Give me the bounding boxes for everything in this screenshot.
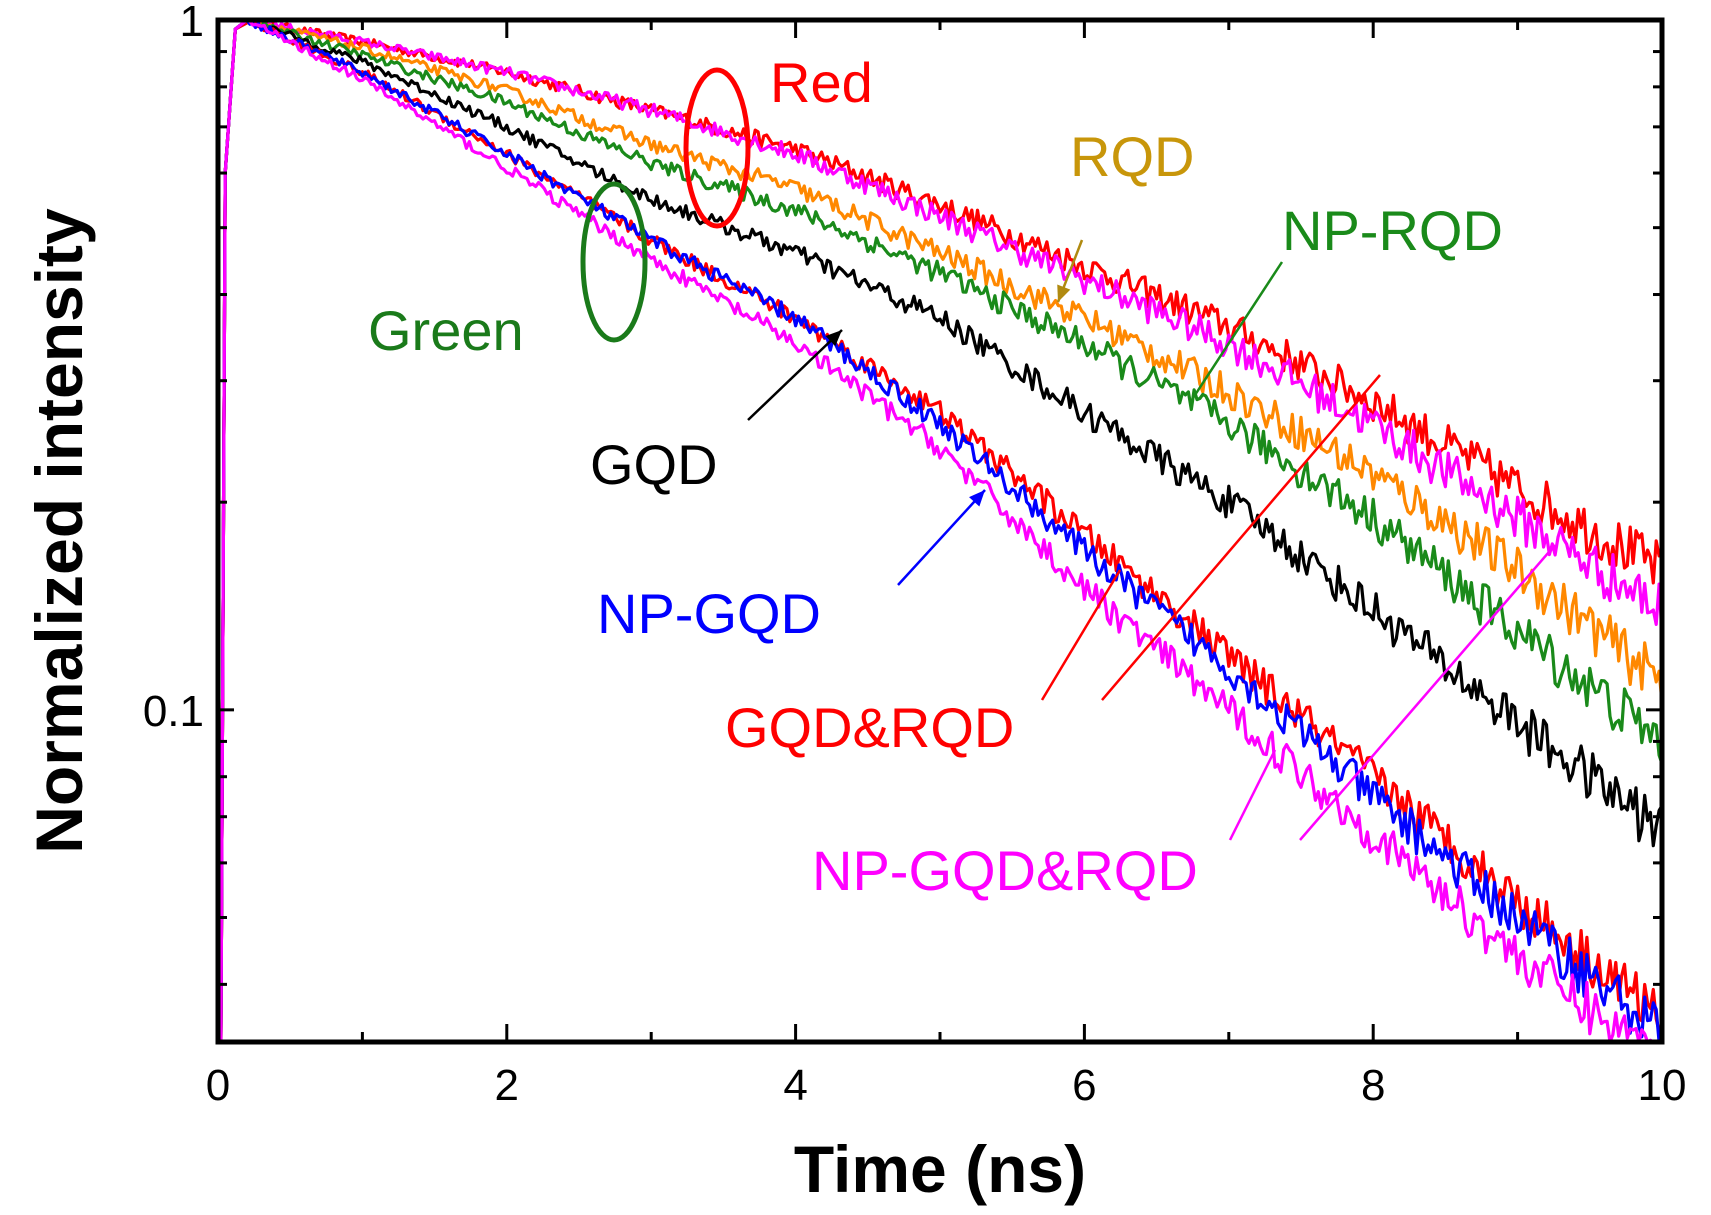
x-tick-label: 8: [1361, 1061, 1385, 1110]
x-tick-label: 2: [495, 1061, 519, 1110]
x-tick-label: 4: [783, 1061, 807, 1110]
series-line-rqd: [219, 18, 1664, 1043]
annotation-np-rqd: NP-RQD: [1282, 199, 1503, 262]
gqd-rqd-leader-1: [1040, 569, 1122, 701]
gqd-rqd-leader-2: [1101, 374, 1381, 701]
red-group-ellipse: [683, 67, 751, 229]
annotation-gqd-rqd: GQD&RQD: [725, 696, 1014, 759]
series-layer: [219, 18, 1664, 1044]
text-layer: Time (ns) Normalized intensity: [22, 208, 1086, 1206]
x-axis-title: Time (ns): [794, 1132, 1086, 1206]
x-tick-label: 6: [1072, 1061, 1096, 1110]
y-tick-label: 1: [180, 0, 204, 46]
annotation-green: Green: [368, 299, 524, 362]
y-tick-label: 0.1: [143, 687, 204, 736]
series-line-red-magenta-: [219, 18, 1664, 1043]
annotation-gqd: GQD: [590, 433, 718, 496]
green-group-ellipse: [580, 181, 648, 343]
series-line-np-gqd: [219, 18, 1662, 1044]
np-gqd-leader: [897, 489, 986, 586]
series-line-gqd: [219, 18, 1664, 1043]
annotation-rqd: RQD: [1070, 125, 1194, 188]
np-gqd-rqd-leader-1: [1228, 749, 1277, 841]
annotation-red: Red: [770, 51, 873, 114]
annotation-np-gqd-rqd: NP-GQD&RQD: [812, 839, 1198, 902]
x-tick-label: 10: [1638, 1061, 1687, 1110]
np-gqd-leader-arrowhead: [969, 490, 985, 507]
curve-annotations: Red RQD NP-RQD Green GQD NP-GQD GQD&RQD NP-GQD&…: [368, 51, 1503, 902]
np-gqd-rqd-leader-2: [1299, 544, 1556, 841]
series-line-np-rqd: [219, 19, 1664, 1043]
annotation-np-gqd: NP-GQD: [597, 582, 821, 645]
y-axis-title: Normalized intensity: [22, 208, 96, 854]
rqd-leader-arrowhead: [1057, 284, 1071, 302]
annotation-leaders: [580, 67, 1556, 841]
gqd-leader: [747, 329, 843, 421]
np-rqd-leader: [1193, 261, 1284, 396]
series-line-np-gqd-rqd: [219, 18, 1662, 1044]
series-line-gqd-rqd: [219, 18, 1664, 1043]
axis-ticks: 0 2 4 6 8 10 0.1 1: [143, 0, 1687, 1110]
gqd-leader-arrowhead: [825, 330, 842, 347]
x-tick-label: 0: [206, 1061, 230, 1110]
